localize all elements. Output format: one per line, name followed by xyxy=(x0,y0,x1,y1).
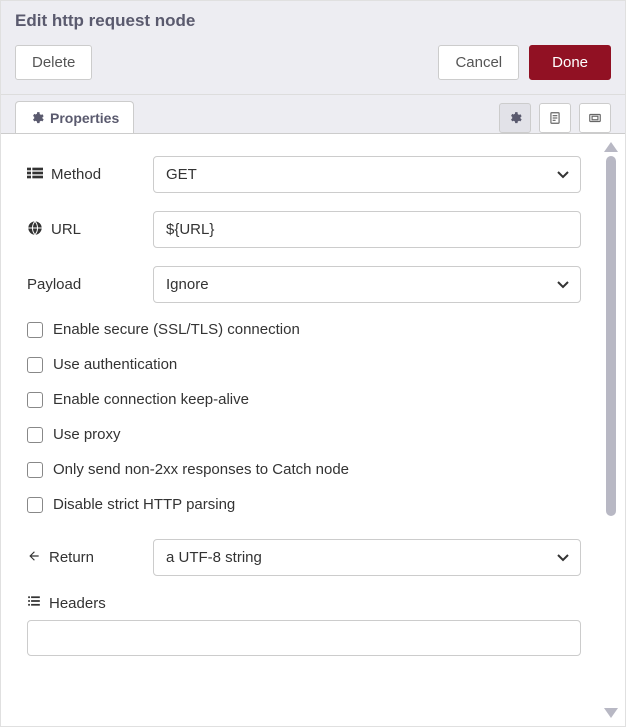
tab-bar-actions xyxy=(499,103,611,133)
proxy-label: Use proxy xyxy=(53,426,121,443)
ssl-checkbox[interactable] xyxy=(27,322,43,338)
proxy-checkbox-row: Use proxy xyxy=(27,426,605,443)
list-icon xyxy=(27,594,41,612)
ssl-checkbox-row: Enable secure (SSL/TLS) connection xyxy=(27,321,605,338)
url-label: URL xyxy=(27,220,143,240)
header-buttons: Delete Cancel Done xyxy=(15,45,611,80)
payload-row: Payload Ignore xyxy=(27,266,605,303)
headers-box[interactable] xyxy=(27,620,581,656)
strict-label: Disable strict HTTP parsing xyxy=(53,496,235,513)
return-select[interactable]: a UTF-8 string xyxy=(153,539,581,576)
auth-checkbox[interactable] xyxy=(27,357,43,373)
method-row: Method GET xyxy=(27,156,605,193)
non2xx-checkbox-row: Only send non-2xx responses to Catch nod… xyxy=(27,461,605,478)
headers-section-label: Headers xyxy=(27,594,605,612)
cancel-button[interactable]: Cancel xyxy=(438,45,519,80)
keepalive-label: Enable connection keep-alive xyxy=(53,391,249,408)
return-label: Return xyxy=(27,549,143,567)
arrow-left-icon xyxy=(27,549,41,567)
strict-checkbox-row: Disable strict HTTP parsing xyxy=(27,496,605,513)
gear-icon xyxy=(30,111,44,125)
non2xx-checkbox[interactable] xyxy=(27,462,43,478)
method-select[interactable]: GET xyxy=(153,156,581,193)
tab-properties[interactable]: Properties xyxy=(15,101,134,134)
return-row: Return a UTF-8 string xyxy=(27,539,605,576)
auth-label: Use authentication xyxy=(53,356,177,373)
payload-select[interactable]: Ignore xyxy=(153,266,581,303)
dialog-header: Edit http request node Delete Cancel Don… xyxy=(1,1,625,95)
tab-bar: Properties xyxy=(1,95,625,133)
globe-icon xyxy=(27,220,43,240)
non2xx-label: Only send non-2xx responses to Catch nod… xyxy=(53,461,349,478)
delete-button[interactable]: Delete xyxy=(15,45,92,80)
keepalive-checkbox-row: Enable connection keep-alive xyxy=(27,391,605,408)
layout-view-icon[interactable] xyxy=(579,103,611,133)
dialog-title: Edit http request node xyxy=(15,11,611,31)
scroll-up-icon[interactable] xyxy=(604,142,618,152)
payload-label: Payload xyxy=(27,276,143,293)
auth-checkbox-row: Use authentication xyxy=(27,356,605,373)
scroll-down-icon[interactable] xyxy=(604,708,618,718)
doc-view-icon[interactable] xyxy=(539,103,571,133)
scrollbar[interactable] xyxy=(603,142,619,718)
url-input[interactable] xyxy=(153,211,581,248)
done-button[interactable]: Done xyxy=(529,45,611,80)
ssl-label: Enable secure (SSL/TLS) connection xyxy=(53,321,300,338)
proxy-checkbox[interactable] xyxy=(27,427,43,443)
tab-label: Properties xyxy=(50,110,119,126)
dialog-body: Method GET URL Payload Ignore xyxy=(1,133,625,726)
url-row: URL xyxy=(27,211,605,248)
method-label: Method xyxy=(27,166,143,184)
form-scroll[interactable]: Method GET URL Payload Ignore xyxy=(1,134,625,726)
scroll-thumb[interactable] xyxy=(606,156,616,516)
strict-checkbox[interactable] xyxy=(27,497,43,513)
keepalive-checkbox[interactable] xyxy=(27,392,43,408)
bars-icon xyxy=(27,166,43,184)
props-view-icon[interactable] xyxy=(499,103,531,133)
